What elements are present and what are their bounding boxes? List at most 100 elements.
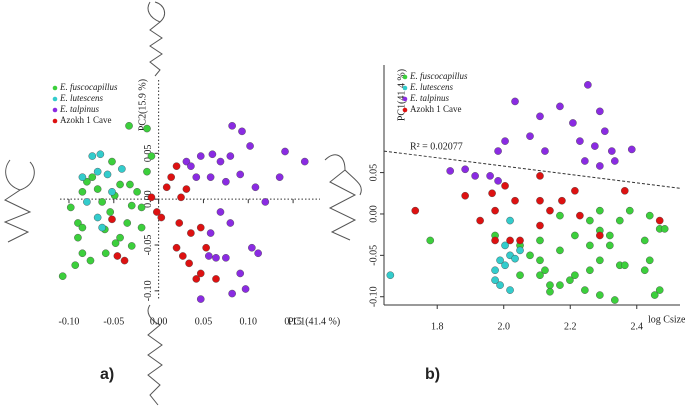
x-tick-label: 0.05 bbox=[195, 316, 213, 327]
point bbox=[556, 211, 564, 220]
point bbox=[546, 287, 554, 296]
point bbox=[127, 201, 136, 210]
legend-marker bbox=[402, 74, 408, 80]
point bbox=[137, 203, 146, 212]
panel-label: b) bbox=[425, 366, 440, 383]
point bbox=[111, 239, 120, 247]
point bbox=[58, 272, 67, 280]
point bbox=[108, 157, 116, 166]
x-tick-label: 0.00 bbox=[150, 316, 168, 327]
point bbox=[120, 256, 129, 265]
point bbox=[486, 172, 494, 180]
point bbox=[177, 193, 185, 202]
point bbox=[153, 208, 161, 216]
point bbox=[228, 289, 236, 298]
point bbox=[116, 233, 124, 242]
point bbox=[228, 122, 236, 130]
point bbox=[133, 188, 141, 196]
point bbox=[78, 173, 87, 181]
point bbox=[196, 295, 205, 303]
point bbox=[251, 183, 260, 192]
point bbox=[123, 219, 132, 227]
point bbox=[596, 206, 604, 215]
point bbox=[254, 249, 262, 258]
point bbox=[501, 182, 509, 190]
point bbox=[187, 162, 195, 170]
point bbox=[208, 150, 217, 159]
point bbox=[205, 252, 213, 260]
legend-label: E. fuscocapillus bbox=[59, 82, 118, 92]
point bbox=[192, 173, 201, 181]
point bbox=[426, 236, 435, 245]
point bbox=[71, 261, 80, 269]
point bbox=[606, 231, 614, 240]
x-tick-label: -0.05 bbox=[103, 316, 124, 327]
point bbox=[216, 157, 225, 166]
point bbox=[606, 241, 614, 250]
point bbox=[546, 206, 554, 215]
y-tick-label: 0.05 bbox=[368, 164, 379, 182]
point bbox=[103, 170, 112, 179]
point bbox=[74, 233, 82, 242]
point bbox=[98, 198, 106, 206]
legend-marker bbox=[52, 107, 58, 113]
point bbox=[93, 213, 102, 222]
point bbox=[620, 186, 629, 195]
point bbox=[566, 276, 574, 284]
point bbox=[586, 216, 594, 225]
y-tick-label: -0.10 bbox=[368, 286, 379, 307]
point bbox=[536, 271, 544, 280]
point bbox=[212, 254, 220, 262]
point bbox=[576, 137, 584, 145]
point bbox=[93, 185, 102, 193]
point bbox=[108, 188, 116, 196]
point bbox=[494, 147, 502, 155]
point bbox=[645, 256, 654, 265]
point bbox=[536, 196, 544, 205]
point bbox=[616, 216, 624, 225]
legend-marker bbox=[52, 118, 58, 124]
point bbox=[627, 145, 636, 154]
point bbox=[179, 252, 187, 260]
x-tick-label: 2.2 bbox=[564, 321, 577, 332]
point bbox=[526, 251, 534, 260]
x-axis-label: log Csize bbox=[648, 314, 685, 325]
point bbox=[655, 216, 664, 225]
legend-label: E. fuscocapillus bbox=[409, 71, 468, 81]
point bbox=[175, 219, 184, 227]
point bbox=[182, 157, 191, 166]
point bbox=[83, 198, 91, 206]
point bbox=[196, 152, 205, 160]
point bbox=[591, 142, 599, 150]
y-axis-label: PC1(41.4 %) bbox=[396, 69, 407, 121]
point bbox=[511, 254, 519, 263]
point bbox=[516, 236, 524, 245]
outline-bottom bbox=[147, 304, 163, 406]
outline-top bbox=[147, 1, 166, 77]
point bbox=[86, 256, 95, 265]
point bbox=[300, 157, 309, 166]
point bbox=[596, 107, 604, 116]
point bbox=[101, 249, 110, 258]
point bbox=[581, 157, 589, 165]
point bbox=[196, 269, 205, 278]
point bbox=[126, 180, 134, 189]
point bbox=[238, 127, 246, 136]
y-axis-label: PC2(15.9 %) bbox=[137, 79, 148, 131]
point bbox=[501, 241, 509, 250]
point bbox=[556, 281, 564, 289]
point bbox=[536, 172, 544, 180]
legend-marker bbox=[402, 107, 408, 113]
point bbox=[571, 231, 579, 240]
outline-right bbox=[324, 154, 362, 241]
point bbox=[261, 198, 270, 206]
x-tick-label: 2.4 bbox=[631, 321, 644, 332]
point bbox=[78, 188, 87, 196]
y-tick-label: 0.05 bbox=[143, 145, 154, 163]
point bbox=[248, 243, 256, 252]
point bbox=[66, 203, 75, 212]
point bbox=[471, 172, 479, 180]
point bbox=[241, 285, 250, 293]
point bbox=[640, 266, 649, 275]
